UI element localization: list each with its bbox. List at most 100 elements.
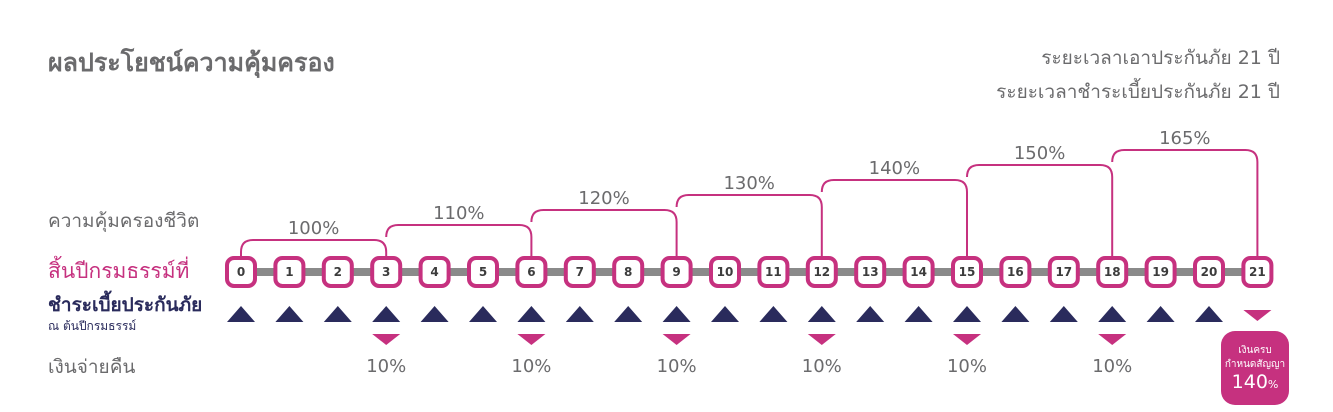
premium-payment-marker [662, 306, 691, 322]
coverage-step-label: 120% [578, 188, 629, 209]
coverage-step-bracket [530, 209, 678, 258]
premium-payment-marker [1049, 306, 1078, 322]
year-box [902, 256, 935, 288]
cash-back-row-label: เงินจ่ายคืน [48, 356, 136, 378]
premium-payment-marker [420, 306, 449, 322]
cash-back-marker [953, 334, 981, 345]
maturity-line2: กำหนดสัญญา [1224, 359, 1286, 370]
cash-back-label: 10% [947, 356, 987, 377]
year-box [418, 256, 451, 288]
coverage-period-label: ระยะเวลาเอาประกันภัย 21 ปี [1041, 47, 1280, 69]
cash-back-marker [662, 334, 691, 345]
premium-payment-marker [807, 306, 836, 322]
year-label: 12 [813, 265, 830, 279]
coverage-step-label: 130% [723, 173, 774, 194]
coverage-step-bracket [820, 179, 968, 258]
premium-payment-marker [275, 306, 304, 322]
coverage-step-bracket [240, 239, 388, 258]
cash-back-marker [517, 334, 546, 345]
coverage-step-bracket [1111, 149, 1259, 258]
coverage-step-label: 150% [1014, 143, 1065, 164]
cash-back-marker [807, 334, 836, 345]
cash-back-label: 10% [802, 356, 842, 377]
year-box [515, 256, 548, 288]
coverage-step-label: 165% [1159, 128, 1210, 149]
cash-back-label: 10% [366, 356, 406, 377]
premium-payment-marker [711, 306, 739, 322]
year-label: 10 [717, 265, 734, 279]
premium-payment-marker [759, 306, 788, 322]
year-label: 7 [576, 265, 584, 279]
cash-back-label: 10% [511, 356, 551, 377]
premium-payment-marker [1146, 306, 1175, 322]
year-box [854, 256, 887, 288]
premium-payment-marker [614, 306, 643, 322]
coverage-step-label: 100% [288, 218, 339, 239]
maturity-value: 140% [1221, 371, 1289, 393]
coverage-step-bracket [385, 224, 533, 258]
year-label: 2 [334, 265, 342, 279]
year-box [805, 256, 838, 288]
cash-back-label: 10% [657, 356, 697, 377]
premium-payment-marker [227, 306, 255, 322]
year-label: 3 [382, 265, 390, 279]
year-box [467, 256, 499, 288]
cash-back-marker [372, 334, 401, 345]
year-label: 18 [1104, 265, 1121, 279]
premium-payment-marker [517, 306, 546, 322]
maturity-value-number: 140 [1231, 371, 1268, 393]
year-box [1241, 256, 1274, 288]
year-box [1144, 256, 1177, 288]
coverage-step-label: 140% [869, 158, 920, 179]
maturity-value-unit: % [1267, 378, 1279, 391]
year-label: 4 [430, 265, 438, 279]
year-box [321, 256, 354, 288]
life-coverage-row-label: ความคุ้มครองชีวิต [48, 210, 200, 232]
year-label: 11 [765, 265, 782, 279]
premium-payment-row-label: ชำระเบี้ยประกันภัย [48, 294, 203, 316]
premium-payment-marker [323, 306, 352, 322]
policy-year-row-label: สิ้นปีกรมธรรม์ที่ [48, 259, 190, 283]
maturity-benefit-badge: เงินครบ กำหนดสัญญา 140% [1221, 331, 1289, 405]
year-label: 5 [479, 265, 487, 279]
coverage-step-bracket [675, 194, 823, 258]
year-label: 19 [1152, 265, 1169, 279]
premium-payment-marker [856, 306, 885, 322]
year-label: 1 [285, 265, 293, 279]
payment-period-label: ระยะเวลาชำระเบี้ยประกันภัย 21 ปี [996, 81, 1280, 103]
premium-payment-marker [1001, 306, 1030, 322]
year-box [225, 256, 257, 288]
year-box [1193, 256, 1225, 288]
year-label: 0 [237, 265, 245, 279]
cash-back-label: 10% [1092, 356, 1132, 377]
year-box [612, 256, 645, 288]
maturity-marker [1243, 310, 1272, 321]
year-box [273, 256, 306, 288]
year-box [1047, 256, 1080, 288]
premium-payment-marker [469, 306, 497, 322]
coverage-step-label: 110% [433, 203, 484, 224]
premium-payment-marker [904, 306, 933, 322]
year-box [709, 256, 741, 288]
cash-back-marker [1098, 334, 1127, 345]
maturity-line1: เงินครบ [1238, 345, 1272, 356]
year-label: 17 [1055, 265, 1072, 279]
premium-payment-marker [565, 306, 594, 322]
timeline-bar [241, 268, 1258, 276]
premium-payment-marker [1098, 306, 1127, 322]
coverage-step-bracket [966, 164, 1114, 258]
year-box [999, 256, 1032, 288]
year-box [660, 256, 693, 288]
premium-payment-marker [953, 306, 981, 322]
year-label: 8 [624, 265, 632, 279]
year-label: 21 [1249, 265, 1266, 279]
year-box [757, 256, 790, 288]
year-box [1096, 256, 1129, 288]
premium-payment-marker [1195, 306, 1223, 322]
premium-payment-marker [372, 306, 401, 322]
year-box [563, 256, 596, 288]
year-box [951, 256, 983, 288]
year-label: 16 [1007, 265, 1024, 279]
